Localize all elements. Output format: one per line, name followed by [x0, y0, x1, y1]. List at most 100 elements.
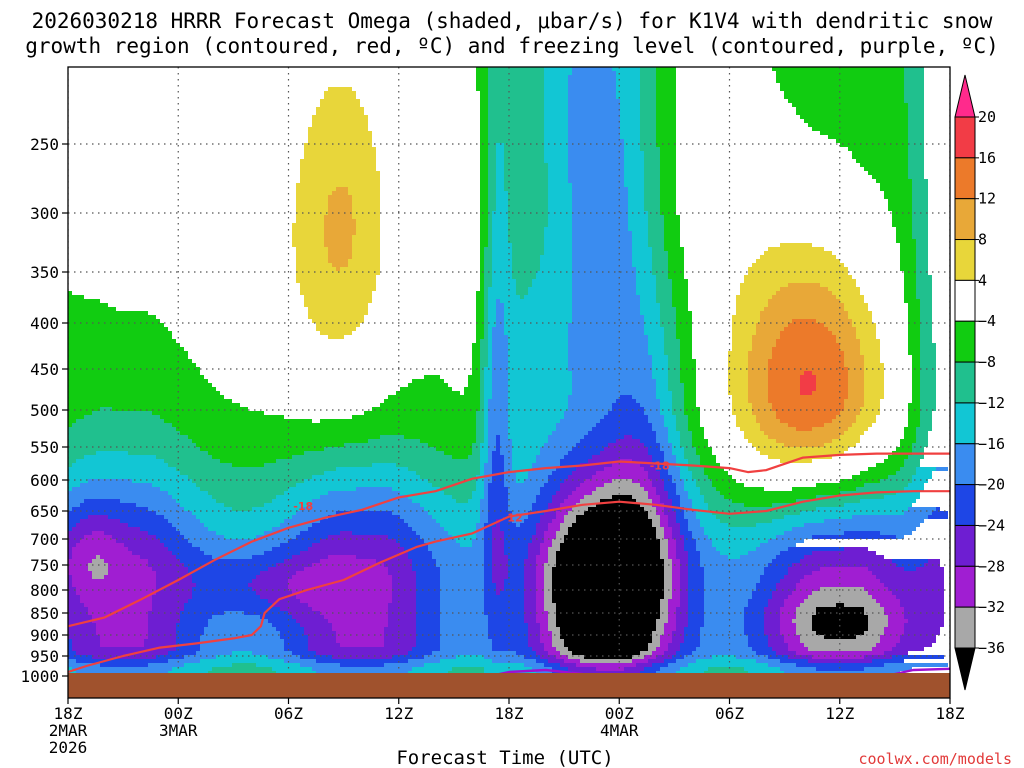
omega-cell [788, 567, 820, 571]
omega-cell [640, 107, 656, 111]
omega-cell [628, 203, 644, 207]
omega-cell [504, 531, 536, 535]
omega-cell [312, 475, 420, 479]
omega-cell [644, 199, 660, 203]
omega-cell [292, 235, 324, 239]
omega-cell [492, 459, 504, 463]
omega-cell [668, 643, 680, 647]
omega-cell [572, 191, 628, 195]
omega-cell [660, 523, 668, 527]
omega-cell [916, 275, 932, 279]
omega-cell [772, 519, 824, 523]
omega-cell [544, 239, 572, 243]
omega-cell [552, 495, 568, 499]
omega-cell [528, 555, 536, 559]
omega-cell [576, 443, 608, 447]
omega-cell [908, 131, 924, 135]
omega-cell [484, 559, 492, 563]
omega-cell [296, 571, 388, 575]
omega-cell [528, 547, 540, 551]
omega-cell [204, 627, 276, 631]
omega-cell [652, 631, 664, 635]
omega-cell [780, 619, 792, 623]
omega-cell [744, 667, 780, 671]
omega-cell [428, 511, 480, 515]
omega-cell [572, 491, 592, 495]
omega-cell [68, 343, 180, 347]
omega-cell [480, 471, 484, 475]
omega-cell [728, 363, 748, 367]
omega-cell [212, 615, 260, 619]
omega-cell [908, 415, 920, 419]
omega-cell [476, 479, 484, 483]
omega-cell [384, 399, 480, 403]
omega-cell [640, 103, 656, 107]
omega-cell [456, 499, 468, 503]
omega-cell [768, 303, 844, 307]
omega-cell [548, 223, 572, 227]
omega-cell [672, 579, 680, 583]
omega-cell [652, 355, 668, 359]
omega-cell [600, 451, 648, 455]
omega-cell [416, 627, 440, 631]
omega-cell [668, 375, 680, 379]
omega-cell [776, 555, 804, 559]
omega-cell [488, 507, 508, 511]
omega-cell [488, 115, 544, 119]
omega-cell [804, 523, 920, 527]
omega-cell [816, 507, 908, 511]
omega-cell [488, 435, 496, 439]
omega-cell [540, 635, 552, 639]
omega-cell [676, 487, 684, 491]
omega-cell [904, 283, 916, 287]
omega-cell [68, 439, 192, 443]
omega-cell [476, 415, 484, 419]
omega-cell [880, 183, 912, 187]
omega-cell [684, 639, 700, 643]
omega-cell [656, 439, 668, 443]
omega-cell [312, 667, 412, 671]
y-tick-label: 1000 [20, 667, 59, 686]
omega-cell [720, 551, 748, 555]
omega-cell [612, 407, 644, 411]
omega-cell [656, 275, 668, 279]
omega-cell [912, 475, 932, 479]
omega-cell [384, 635, 416, 639]
omega-cell [296, 219, 324, 223]
omega-cell [196, 583, 248, 587]
omega-cell [672, 475, 680, 479]
omega-cell [512, 243, 544, 247]
omega-cell [912, 371, 920, 375]
omega-cell [908, 407, 920, 411]
omega-cell [636, 271, 652, 275]
omega-cell [84, 455, 156, 459]
omega-cell [488, 355, 492, 359]
omega-cell [488, 67, 544, 71]
omega-cell [600, 419, 648, 423]
omega-cell [552, 575, 664, 579]
omega-cell [176, 623, 208, 627]
omega-cell [480, 167, 488, 171]
omega-cell [480, 231, 488, 235]
omega-cell [504, 171, 548, 175]
omega-cell [488, 487, 508, 491]
omega-cell [672, 567, 680, 571]
omega-cell [488, 503, 508, 507]
omega-cell [732, 343, 752, 347]
omega-cell [892, 219, 912, 223]
omega-cell [212, 455, 292, 459]
omega-cell [276, 495, 320, 499]
omega-cell [492, 555, 508, 559]
omega-cell [480, 95, 488, 99]
omega-cell [488, 75, 544, 79]
omega-cell [864, 363, 884, 367]
omega-cell [352, 215, 380, 219]
omega-cell [540, 487, 560, 491]
omega-cell [676, 491, 688, 495]
omega-cell [876, 575, 944, 579]
omega-cell [540, 631, 552, 635]
omega-cell [440, 523, 476, 527]
omega-cell [544, 131, 568, 135]
omega-cell [436, 559, 484, 563]
omega-cell [676, 515, 684, 519]
